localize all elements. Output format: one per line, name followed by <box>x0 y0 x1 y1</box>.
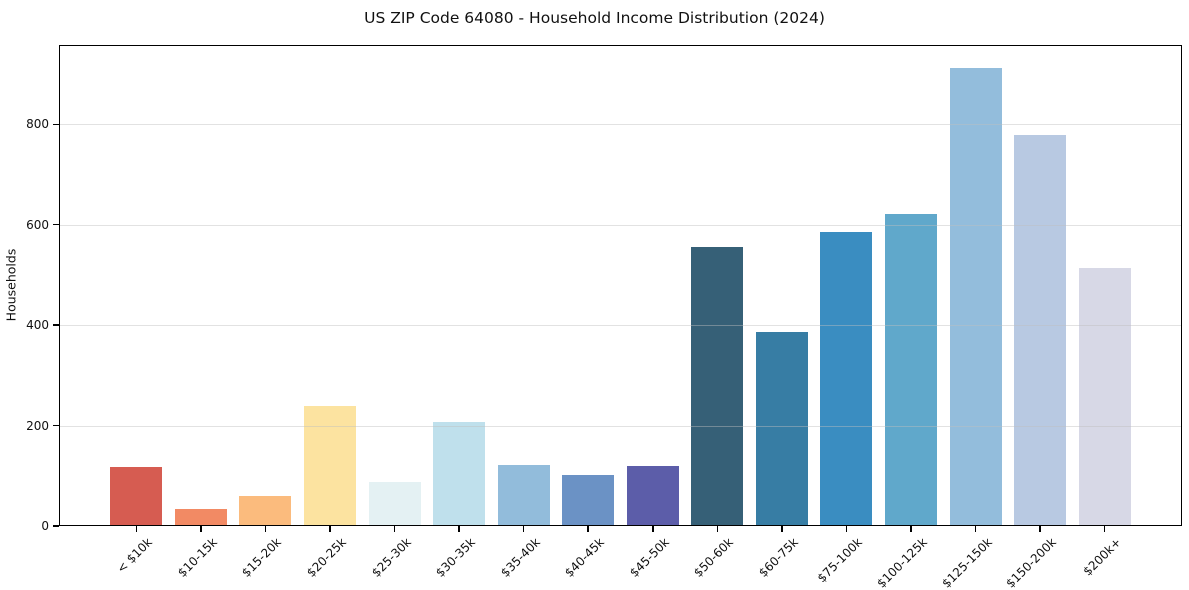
x-tick <box>393 526 396 532</box>
y-tick <box>53 324 59 326</box>
y-tick-label: 400 <box>26 318 49 333</box>
x-tick <box>135 526 138 532</box>
bar-$100-125k <box>885 214 938 526</box>
x-tick <box>458 526 460 532</box>
y-tick-label: 200 <box>26 418 49 433</box>
bar-$10-15k <box>174 508 227 526</box>
bar-$50-60k <box>691 247 744 526</box>
x-tick <box>1039 526 1041 532</box>
x-tick <box>781 526 783 532</box>
gridline <box>59 224 1182 226</box>
bar-$20-25k <box>303 405 356 526</box>
y-tick <box>53 123 59 126</box>
y-tick-label: 0 <box>41 519 49 533</box>
bar-$200k+ <box>1078 268 1131 526</box>
bar-$125-150k <box>949 68 1002 526</box>
bar-$15-20k <box>239 495 292 526</box>
bar-< $10k <box>110 466 163 526</box>
y-tick <box>53 223 59 226</box>
x-tick <box>845 526 848 532</box>
bar-$30-35k <box>433 421 486 526</box>
x-tick <box>974 526 977 532</box>
gridline <box>59 325 1182 327</box>
bar-$150-200k <box>1014 135 1067 526</box>
x-tick <box>329 526 331 532</box>
x-tick <box>910 526 912 532</box>
bar-$45-50k <box>626 465 679 526</box>
x-tick <box>522 526 525 532</box>
gridline <box>59 425 1182 427</box>
x-tick <box>716 526 719 532</box>
x-tick <box>200 526 202 532</box>
y-axis-label: Households <box>3 248 19 322</box>
y-tick <box>53 525 59 527</box>
x-tick <box>587 526 589 532</box>
chart-title: US ZIP Code 64080 - Household Income Dis… <box>364 9 825 27</box>
plot-area: < $10k $10-15k $15-20k $20-25k $25-30k $30-35… <box>26 45 1182 590</box>
gridline <box>59 124 1182 126</box>
bar-$35-40k <box>497 464 550 526</box>
bar-$60-75k <box>755 331 808 526</box>
bar-$75-100k <box>820 232 873 526</box>
y-tick-label: 800 <box>26 117 49 132</box>
bar-$40-45k <box>562 474 615 526</box>
bar-$25-30k <box>368 481 421 526</box>
x-tick <box>652 526 654 532</box>
x-tick <box>1103 526 1106 532</box>
x-tick <box>264 526 267 532</box>
y-tick-label: 600 <box>26 217 49 232</box>
y-tick <box>53 424 59 427</box>
x-tick-label: < $10k <box>114 535 156 576</box>
